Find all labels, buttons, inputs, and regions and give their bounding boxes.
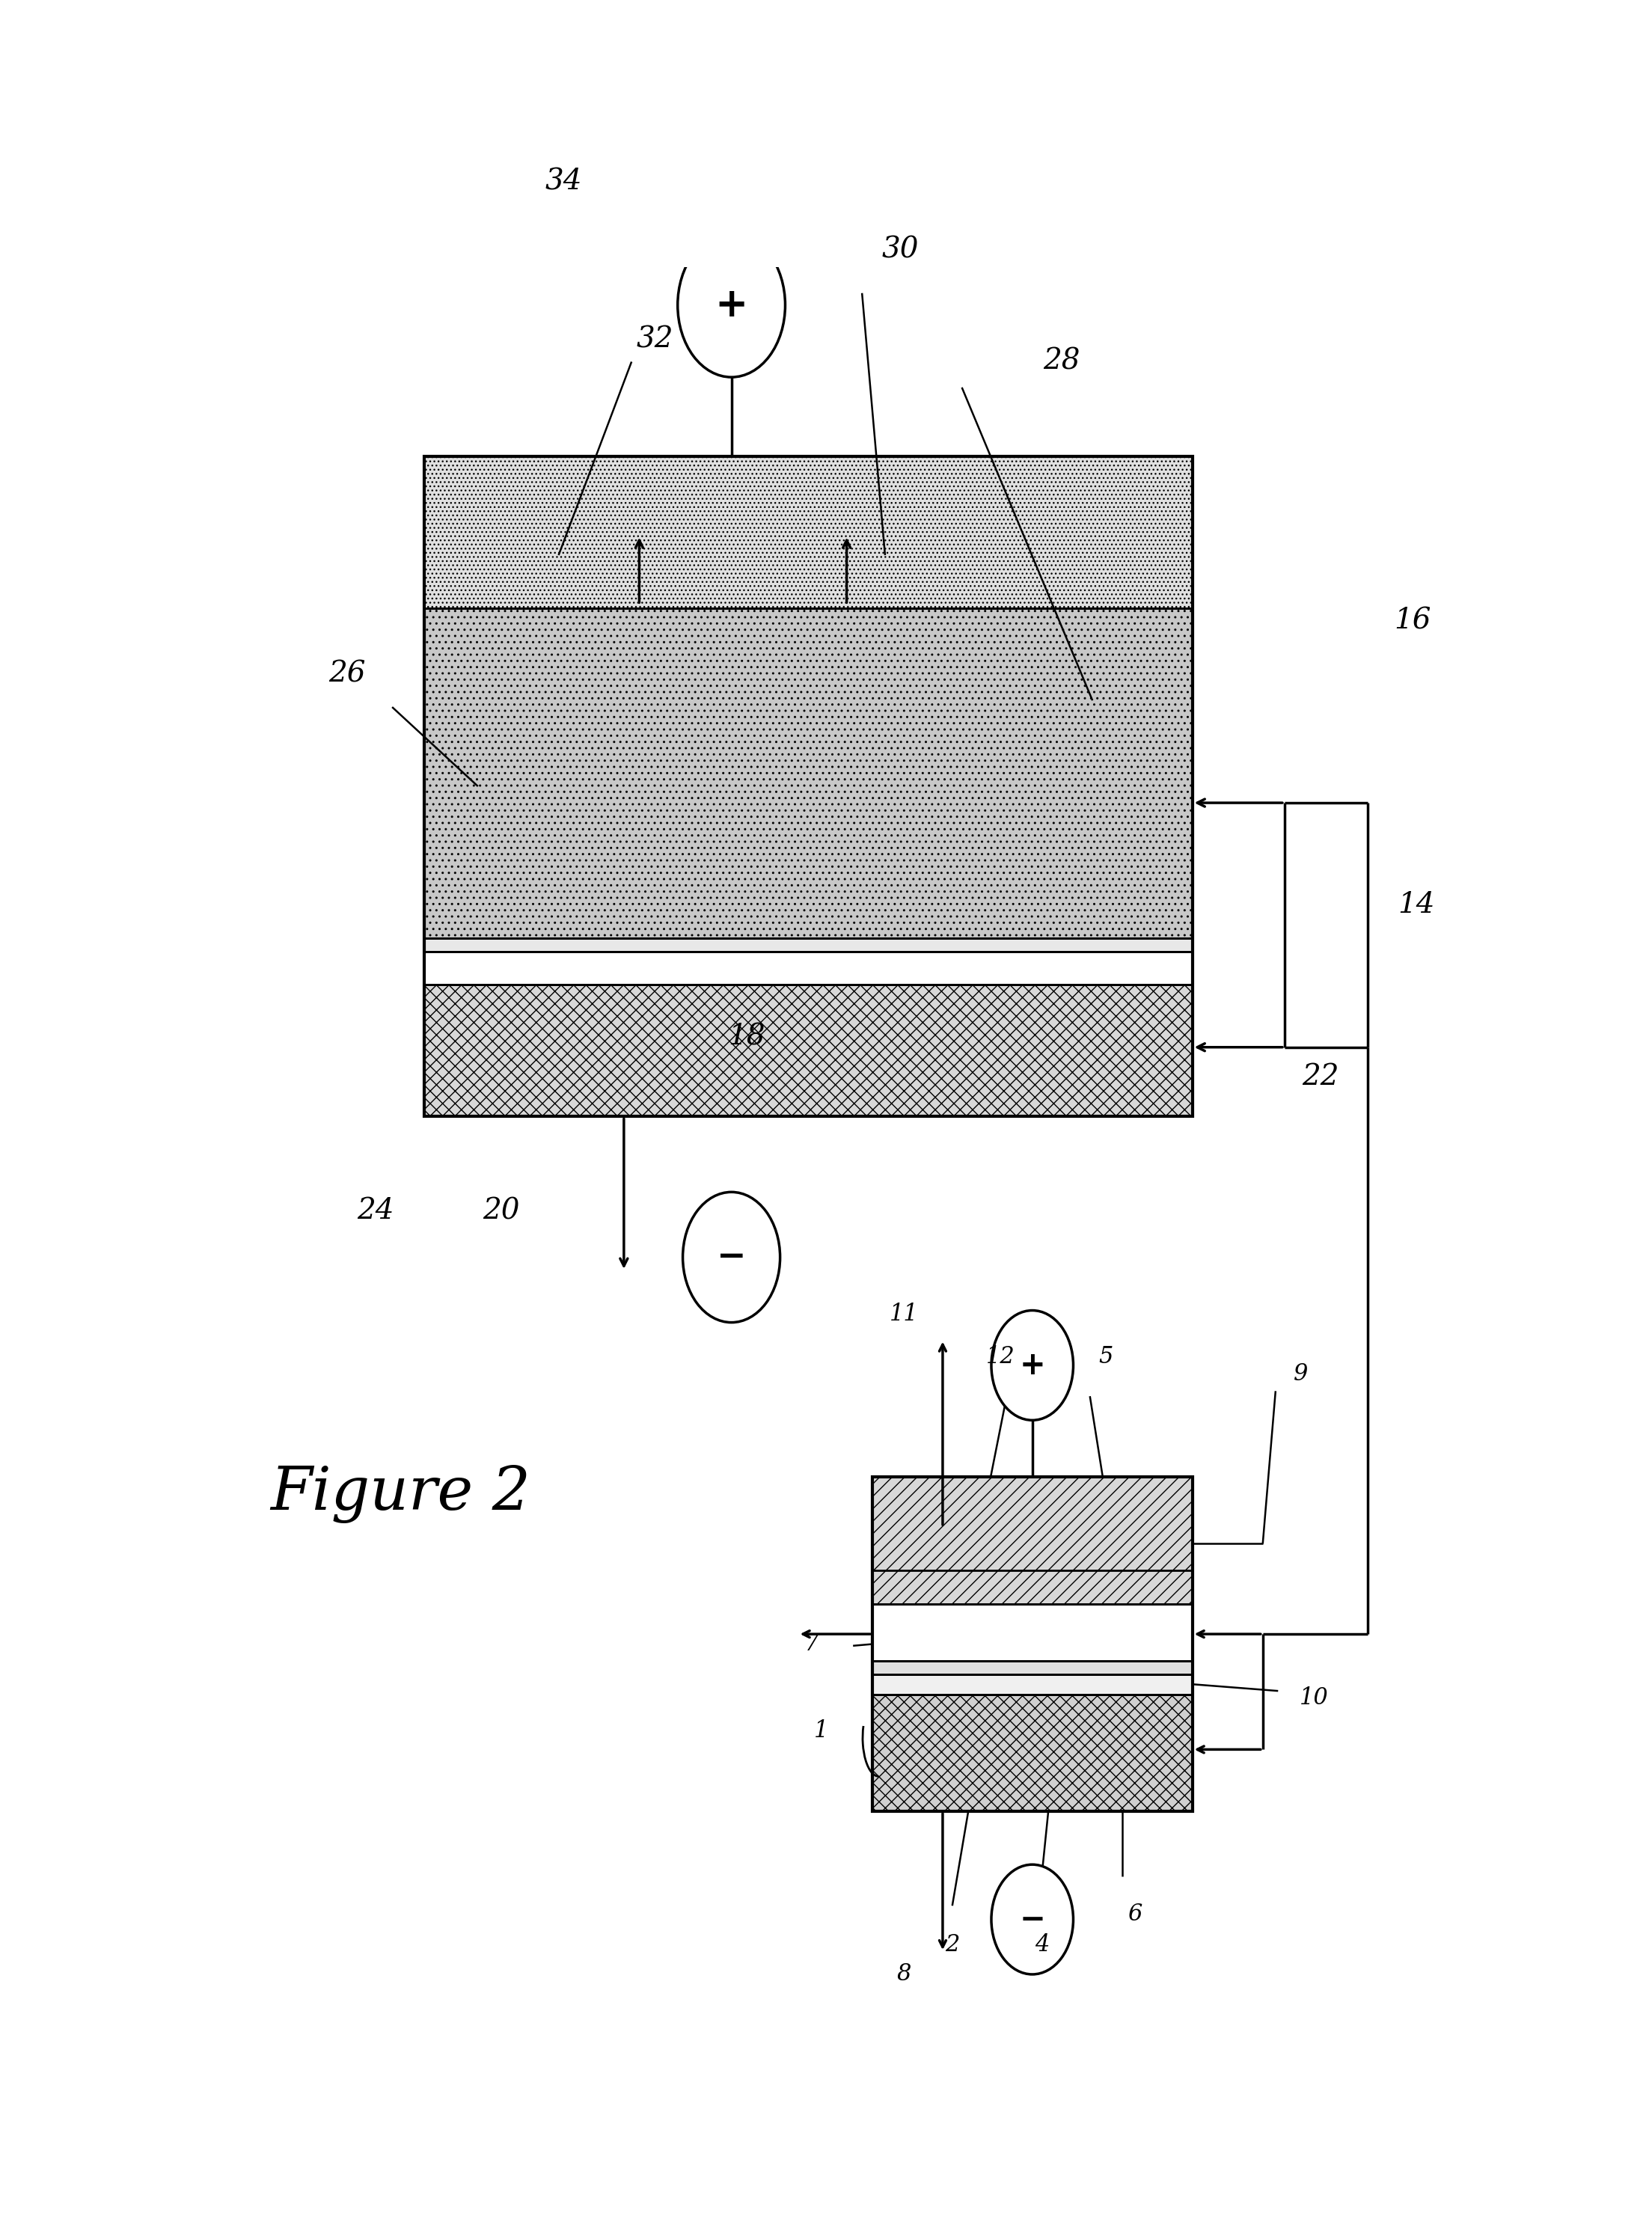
Bar bbox=[872, 1477, 1193, 1604]
Text: 22: 22 bbox=[1302, 1063, 1338, 1092]
Text: 2: 2 bbox=[945, 1934, 960, 1956]
Bar bbox=[425, 938, 1193, 951]
Bar bbox=[425, 457, 1193, 608]
Bar bbox=[425, 457, 1193, 1116]
Text: 14: 14 bbox=[1398, 891, 1436, 918]
Text: 9: 9 bbox=[1294, 1361, 1308, 1386]
Text: 30: 30 bbox=[882, 236, 919, 265]
Text: 5: 5 bbox=[1099, 1346, 1113, 1368]
Bar bbox=[872, 1693, 1193, 1811]
Text: −: − bbox=[1019, 1903, 1046, 1936]
Text: +: + bbox=[715, 285, 748, 325]
Bar bbox=[425, 985, 1193, 1116]
Text: 20: 20 bbox=[482, 1196, 519, 1225]
Circle shape bbox=[991, 1310, 1074, 1419]
Bar bbox=[872, 1673, 1193, 1693]
Text: 26: 26 bbox=[329, 659, 365, 688]
Text: 1: 1 bbox=[814, 1720, 828, 1742]
Circle shape bbox=[677, 234, 785, 377]
Text: 4: 4 bbox=[1034, 1934, 1049, 1956]
Bar bbox=[872, 1477, 1193, 1811]
Text: 32: 32 bbox=[636, 325, 672, 354]
Text: Figure 2: Figure 2 bbox=[271, 1464, 530, 1524]
Bar bbox=[425, 951, 1193, 985]
Text: 24: 24 bbox=[357, 1196, 395, 1225]
Text: 7: 7 bbox=[803, 1633, 818, 1655]
Text: 10: 10 bbox=[1300, 1687, 1328, 1709]
Bar bbox=[872, 1604, 1193, 1660]
Text: 6: 6 bbox=[1127, 1903, 1142, 1925]
Circle shape bbox=[682, 1192, 780, 1323]
Text: 18: 18 bbox=[729, 1023, 765, 1052]
Bar bbox=[425, 608, 1193, 938]
Text: +: + bbox=[1019, 1350, 1046, 1381]
Bar bbox=[872, 1660, 1193, 1673]
Text: 12: 12 bbox=[986, 1346, 1014, 1368]
Text: 8: 8 bbox=[897, 1963, 912, 1985]
Text: 28: 28 bbox=[1042, 348, 1080, 377]
Text: 11: 11 bbox=[890, 1301, 919, 1326]
Text: 16: 16 bbox=[1394, 608, 1431, 635]
Text: 34: 34 bbox=[545, 167, 582, 196]
Circle shape bbox=[991, 1865, 1074, 1974]
Text: −: − bbox=[717, 1241, 747, 1274]
